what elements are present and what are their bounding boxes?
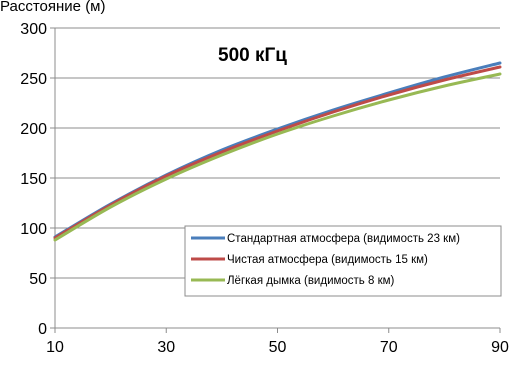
y-tick-label: 250	[20, 71, 47, 88]
legend: Стандартная атмосфера (видимость 23 км) Ч…	[184, 225, 502, 297]
y-tick-label: 150	[20, 171, 47, 188]
series-line-2	[53, 65, 502, 240]
x-tick-label: 90	[491, 339, 509, 356]
legend-label-2: Чистая атмосфера (видимость 15 км)	[227, 254, 428, 266]
legend-box	[184, 225, 502, 297]
x-tick-label: 30	[157, 339, 175, 356]
chart-title: 500 кГц	[218, 45, 287, 66]
y-tick-label: 100	[20, 221, 47, 238]
y-axis-label: Расстояние (м)	[0, 0, 106, 15]
tick-labels: 0 50 100 150 200 250 300 10 30 50 70 90	[20, 21, 509, 356]
legend-label-3: Лёгкая дымка (видимость 8 км)	[227, 275, 395, 287]
series-line-3	[53, 72, 502, 242]
x-tick-label: 70	[380, 339, 398, 356]
y-tick-label: 0	[38, 321, 47, 338]
x-tick-label: 50	[269, 339, 287, 356]
legend-label-1: Стандартная атмосфера (видимость 23 км)	[227, 233, 460, 245]
y-tick-label: 200	[20, 121, 47, 138]
series-lines	[53, 61, 502, 242]
x-tick-label: 10	[46, 339, 64, 356]
y-tick-label: 300	[20, 21, 47, 38]
y-tick-label: 50	[29, 271, 47, 288]
axes	[50, 27, 501, 333]
